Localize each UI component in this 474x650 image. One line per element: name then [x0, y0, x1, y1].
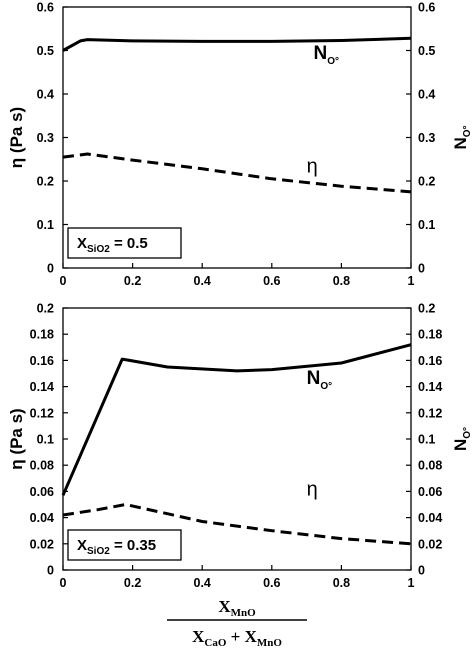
y-right-axis-label: NO°	[451, 427, 473, 451]
y-right-tick-label: 0.12	[418, 406, 442, 420]
y-left-tick-label: 0	[47, 262, 54, 276]
y-right-tick-label: 0.04	[418, 511, 442, 525]
y-right-tick-label: 0.2	[418, 175, 435, 189]
x-tick-label: 0.4	[194, 274, 211, 288]
y-right-tick-label: 0.2	[418, 302, 435, 316]
y-right-tick-label: 0.08	[418, 459, 442, 473]
fraction-numerator: XMnO	[218, 597, 256, 619]
y-right-tick-label: 0.14	[418, 380, 442, 394]
chart-panel-top: 0 0.2 0.4 0.6 0.8 100.10.20.30.40.50.600.10.2…	[7, 1, 473, 289]
y-left-tick-label: 0.2	[37, 175, 54, 189]
y-right-tick-label: 0.5	[418, 44, 435, 58]
y-right-tick-label: 0.02	[418, 537, 442, 551]
y-left-tick-label: 0.14	[30, 380, 54, 394]
y-right-tick-label: 0.6	[418, 1, 435, 15]
y-right-tick-label: 0.1	[418, 433, 435, 447]
x-tick-label: 0.2	[124, 274, 141, 288]
y-right-tick-label: 0	[418, 564, 425, 578]
y-left-tick-label: 0.18	[30, 328, 54, 342]
fraction-denominator: XCaO + XMnO	[192, 627, 282, 649]
x-tick-label: 0.8	[333, 274, 350, 288]
y-left-tick-label: 0.3	[37, 131, 54, 145]
eta-series-label: η	[307, 155, 318, 177]
y-right-tick-label: 0.06	[418, 485, 442, 499]
y-left-tick-label: 0.1	[37, 433, 54, 447]
y-right-tick-label: 0.3	[418, 131, 435, 145]
y-left-tick-label: 0.4	[37, 88, 54, 102]
x-tick-label: 0.2	[124, 576, 141, 590]
x-tick-label: 0.6	[263, 274, 280, 288]
composition-box	[67, 529, 182, 561]
no-series-line	[62, 36, 412, 52]
y-left-tick-label: 0	[47, 564, 54, 578]
y-left-tick-label: 0.6	[37, 1, 54, 15]
x-axis-label-fraction: XMnO XCaO + XMnO	[167, 597, 307, 649]
no-series-label: NO°	[307, 368, 333, 392]
x-tick-label: 1	[408, 274, 415, 288]
eta-series-line	[62, 152, 412, 194]
y-left-axis-label: η (Pa s)	[7, 107, 26, 168]
x-tick-label: 0	[60, 274, 67, 288]
y-left-tick-label: 0.16	[30, 354, 54, 368]
y-left-tick-label: 0.5	[37, 44, 54, 58]
no-series-line	[61, 343, 412, 496]
x-tick-label: 0	[60, 576, 67, 590]
x-tick-label: 0.8	[333, 576, 350, 590]
y-left-tick-label: 0.06	[30, 485, 54, 499]
y-right-tick-label: 0.16	[418, 354, 442, 368]
y-right-tick-label: 0.4	[418, 88, 435, 102]
y-right-tick-label: 0.1	[418, 218, 435, 232]
chart-panel-bottom: 0 0.2 0.4 0.6 0.8 100.020.040.060.080.10.120.…	[7, 302, 473, 591]
no-series-label: NO°	[314, 43, 340, 67]
x-tick-label: 1	[408, 576, 415, 590]
x-tick-label: 0.4	[194, 576, 211, 590]
y-right-tick-label: 0.18	[418, 328, 442, 342]
y-left-tick-label: 0.2	[37, 302, 54, 316]
y-left-tick-label: 0.08	[30, 459, 54, 473]
y-right-tick-label: 0	[418, 262, 425, 276]
y-left-axis-label: η (Pa s)	[7, 408, 26, 469]
y-left-tick-label: 0.1	[37, 218, 54, 232]
eta-series-label: η	[307, 478, 318, 500]
composition-box	[67, 227, 182, 259]
y-left-tick-label: 0.04	[30, 511, 54, 525]
y-left-tick-label: 0.02	[30, 537, 54, 551]
composition-label: XSiO2 = 0.5	[77, 235, 148, 255]
eta-series-line	[62, 503, 412, 546]
y-right-axis-label: NO°	[451, 125, 473, 149]
x-tick-label: 0.6	[263, 576, 280, 590]
composition-label: XSiO2 = 0.35	[77, 537, 156, 557]
y-left-tick-label: 0.12	[30, 406, 54, 420]
